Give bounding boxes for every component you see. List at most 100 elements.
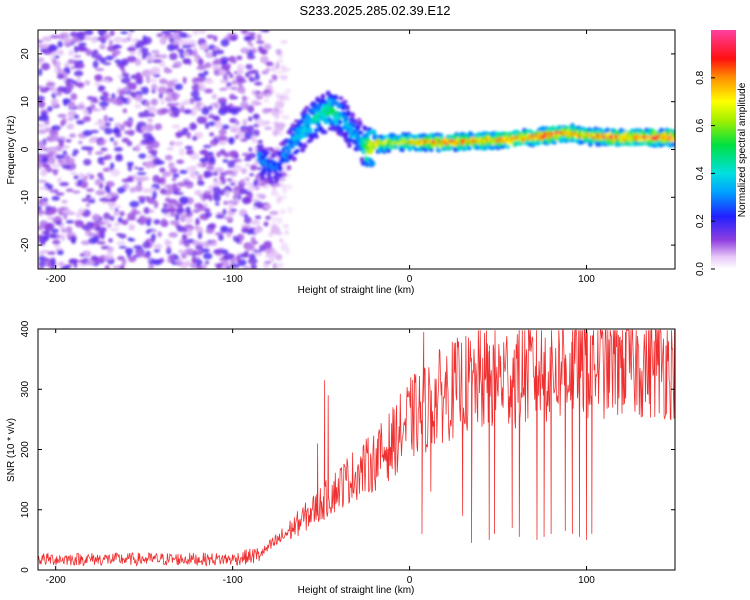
heatmap-cell	[99, 101, 109, 108]
heatmap-cell	[38, 100, 46, 108]
heatmap-cell	[55, 220, 63, 226]
heatmap-cell	[112, 44, 123, 49]
heatmap-cell	[173, 141, 184, 147]
heatmap-cell	[203, 170, 210, 179]
heatmap-cell	[38, 255, 46, 261]
heatmap-cell	[153, 248, 161, 253]
heatmap-cell	[240, 30, 248, 34]
heatmap-cell	[145, 161, 152, 169]
heatmap-cell	[78, 208, 86, 214]
heatmap-cell	[92, 97, 98, 101]
heatmap-cell	[328, 94, 334, 100]
heatmap-cell	[184, 145, 193, 150]
heatmap-cell	[263, 205, 272, 209]
heatmap-cell	[174, 44, 179, 50]
heatmap-cell	[499, 145, 505, 150]
heatmap-cell	[48, 146, 56, 151]
heatmap-cell	[181, 44, 192, 49]
heatmap-cell	[227, 160, 236, 168]
heatmap-cell	[213, 35, 218, 42]
heatmap-cell	[50, 34, 60, 39]
snr-panel: -200 -100 0 100 0 100 200 300 400 Height of stra…	[6, 320, 676, 596]
heatmap-cell	[151, 49, 160, 54]
heatmap-cell	[108, 39, 113, 46]
heatmap-cell	[76, 46, 87, 52]
heatmap-cell	[249, 173, 255, 177]
heatmap-cell	[275, 196, 282, 205]
heatmap-cell	[178, 239, 184, 246]
heatmap-cell	[134, 144, 141, 152]
heatmap-cell	[173, 61, 182, 68]
heatmap-cell	[113, 140, 118, 147]
heatmap-cell	[343, 131, 349, 137]
heatmap-cell	[47, 154, 54, 158]
heatmap-cell	[159, 188, 167, 195]
heatmap-cell	[250, 236, 256, 244]
colorbar-gradient	[711, 30, 736, 269]
heatmap-cell	[103, 62, 112, 66]
xtick-label: -100	[223, 575, 243, 586]
heatmap-cell	[46, 82, 56, 86]
heatmap-cell	[179, 32, 188, 39]
heatmap-cell	[253, 179, 258, 187]
heatmap-cell	[127, 129, 135, 136]
heatmap-cell	[229, 93, 236, 100]
heatmap-cell	[97, 221, 106, 225]
heatmap-cell	[194, 77, 205, 82]
heatmap-cell	[198, 193, 204, 199]
heatmap-cell	[41, 62, 51, 71]
heatmap-cell	[78, 140, 83, 145]
heatmap-cell	[254, 215, 262, 220]
heatmap-cell	[38, 68, 43, 77]
heatmap-cell	[270, 216, 280, 223]
heatmap-cell	[226, 82, 232, 87]
heatmap-cell	[275, 92, 281, 100]
heatmap-cell	[199, 241, 204, 246]
heatmap-cell	[239, 133, 244, 140]
heatmap-cell	[46, 261, 52, 268]
heatmap-cell	[60, 206, 65, 211]
heatmap-cell	[238, 241, 243, 245]
heatmap-cell	[63, 206, 69, 213]
heatmap-cell	[85, 259, 96, 266]
heatmap-cell	[265, 61, 274, 67]
heatmap-cell	[226, 178, 233, 182]
heatmap-cell	[218, 68, 226, 75]
heatmap-cell	[77, 259, 87, 263]
heatmap-cell	[212, 186, 221, 194]
heatmap-cell	[230, 182, 236, 186]
heatmap-cell	[116, 240, 126, 246]
heatmap-cell	[218, 97, 227, 104]
heatmap-cell	[360, 137, 366, 143]
heatmap-cell	[206, 34, 215, 39]
heatmap-cell	[273, 146, 279, 150]
heatmap-cell	[166, 43, 176, 52]
ytick-label: 300	[20, 380, 31, 397]
heatmap-cell	[135, 176, 145, 183]
heatmap-cell	[221, 264, 227, 269]
heatmap-cell	[220, 225, 229, 230]
heatmap-cell	[248, 152, 257, 159]
heatmap-cell	[163, 203, 168, 208]
heatmap-cell	[294, 148, 300, 153]
heatmap-cell	[302, 108, 308, 114]
heatmap-cell	[351, 124, 357, 128]
heatmap-cell	[205, 228, 215, 235]
heatmap-cell	[41, 157, 48, 164]
heatmap-cell	[345, 110, 351, 117]
heatmap-cell	[137, 48, 142, 57]
heatmap-cell	[164, 197, 171, 203]
heatmap-cell	[53, 170, 58, 176]
colorbar-tick-label: 0.6	[695, 118, 706, 132]
heatmap-cell	[226, 33, 237, 37]
heatmap-cell	[38, 199, 43, 205]
heatmap-cell	[165, 91, 174, 96]
heatmap-cell	[228, 227, 234, 234]
heatmap-cell	[302, 142, 308, 148]
heatmap-cell	[304, 105, 310, 110]
heatmap-cell	[219, 175, 224, 181]
heatmap-cell	[109, 30, 115, 37]
heatmap-cell	[204, 211, 212, 218]
heatmap-cell	[97, 85, 104, 92]
